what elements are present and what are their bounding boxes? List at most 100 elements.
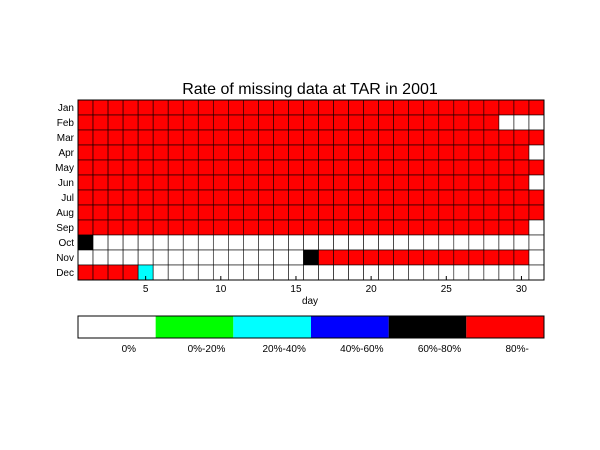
heatmap-cell xyxy=(483,114,500,131)
heatmap-cell xyxy=(333,99,349,116)
heatmap-cell xyxy=(243,234,259,251)
heatmap-cell xyxy=(333,264,349,281)
heatmap-cell xyxy=(137,204,154,221)
heatmap-cell xyxy=(498,144,515,161)
heatmap-cell xyxy=(513,114,530,131)
heatmap-cell xyxy=(363,174,379,191)
heatmap-cell xyxy=(483,234,500,251)
heatmap-cell xyxy=(167,174,184,191)
heatmap-cell xyxy=(182,189,199,206)
month-label: Sep xyxy=(56,223,74,234)
heatmap-cell xyxy=(318,234,334,251)
heatmap-cell xyxy=(152,144,169,161)
heatmap-cell xyxy=(273,264,289,281)
heatmap-cell xyxy=(303,189,319,206)
heatmap-cell xyxy=(423,204,440,221)
heatmap-cell xyxy=(167,264,184,281)
heatmap-cell xyxy=(107,99,124,116)
heatmap-cell xyxy=(393,234,410,251)
heatmap-cell xyxy=(498,114,515,131)
heatmap-cell xyxy=(77,99,94,116)
heatmap-cell xyxy=(197,219,214,236)
heatmap-cell xyxy=(468,144,485,161)
heatmap-cell xyxy=(438,234,455,251)
heatmap-cells xyxy=(77,99,545,281)
x-tick-label: 5 xyxy=(143,284,149,295)
heatmap-cell xyxy=(182,99,199,116)
heatmap-cell xyxy=(122,204,139,221)
heatmap-cell xyxy=(528,99,545,116)
heatmap-cell xyxy=(423,264,440,281)
heatmap-cell xyxy=(122,249,139,266)
month-label: Dec xyxy=(56,268,74,279)
heatmap-cell xyxy=(423,129,440,146)
heatmap-cell xyxy=(318,174,334,191)
heatmap-cell xyxy=(513,249,530,266)
heatmap-cell xyxy=(243,114,259,131)
heatmap-cell xyxy=(393,174,410,191)
heatmap-cell xyxy=(468,249,485,266)
heatmap-cell xyxy=(393,189,410,206)
heatmap-cell xyxy=(408,264,425,281)
heatmap-cell xyxy=(258,99,274,116)
heatmap-cell xyxy=(228,144,244,161)
heatmap-cell xyxy=(197,234,214,251)
heatmap-cell xyxy=(152,264,169,281)
heatmap-cell xyxy=(453,189,470,206)
heatmap-cell xyxy=(212,219,229,236)
heatmap-cell xyxy=(212,234,229,251)
heatmap-cell xyxy=(258,234,274,251)
heatmap-cell xyxy=(513,204,530,221)
heatmap-cell xyxy=(107,114,124,131)
heatmap-cell xyxy=(393,249,410,266)
heatmap-cell xyxy=(92,114,109,131)
heatmap-cell xyxy=(468,99,485,116)
legend-label: 60%-80% xyxy=(418,344,461,355)
heatmap-cell xyxy=(348,144,364,161)
heatmap-cell xyxy=(378,174,394,191)
heatmap-cell xyxy=(152,249,169,266)
heatmap-cell xyxy=(228,159,244,176)
color-legend: 0% 0%-20% 20%-40% 40%-60% 60%-80% 80%- xyxy=(77,315,545,355)
heatmap-cell xyxy=(453,159,470,176)
heatmap-cell xyxy=(483,144,500,161)
heatmap-cell xyxy=(453,114,470,131)
heatmap-cell xyxy=(318,99,334,116)
heatmap-cell xyxy=(498,159,515,176)
heatmap-cell xyxy=(77,249,94,266)
heatmap-cell xyxy=(243,99,259,116)
heatmap-cell xyxy=(243,144,259,161)
heatmap-cell xyxy=(258,159,274,176)
heatmap-cell xyxy=(498,204,515,221)
heatmap-cell xyxy=(258,174,274,191)
heatmap-cell xyxy=(273,189,289,206)
heatmap-cell xyxy=(528,129,545,146)
heatmap-cell xyxy=(393,219,410,236)
heatmap-cell xyxy=(513,234,530,251)
heatmap-cell xyxy=(167,99,184,116)
heatmap-cell xyxy=(258,144,274,161)
heatmap-cell xyxy=(258,114,274,131)
x-tick-label: 10 xyxy=(215,284,227,295)
legend-swatch xyxy=(78,316,156,338)
heatmap-cell xyxy=(318,264,334,281)
heatmap-cell xyxy=(483,204,500,221)
heatmap-cell xyxy=(107,159,124,176)
heatmap-cell xyxy=(303,234,319,251)
heatmap-cell xyxy=(122,144,139,161)
heatmap-cell xyxy=(348,234,364,251)
heatmap-cell xyxy=(228,114,244,131)
month-labels: Jan Feb Mar Apr May Jun Jul Aug Sep Oct Nov Dec xyxy=(55,103,75,279)
heatmap-cell xyxy=(513,174,530,191)
heatmap-cell xyxy=(197,264,214,281)
heatmap-cell xyxy=(288,174,304,191)
month-label: Jun xyxy=(58,178,74,189)
heatmap-cell xyxy=(468,234,485,251)
heatmap-cell xyxy=(498,234,515,251)
heatmap-cell xyxy=(77,174,94,191)
heatmap-cell xyxy=(408,174,425,191)
heatmap-cell xyxy=(498,129,515,146)
heatmap-cell xyxy=(107,174,124,191)
heatmap-cell xyxy=(243,129,259,146)
heatmap-cell xyxy=(243,159,259,176)
